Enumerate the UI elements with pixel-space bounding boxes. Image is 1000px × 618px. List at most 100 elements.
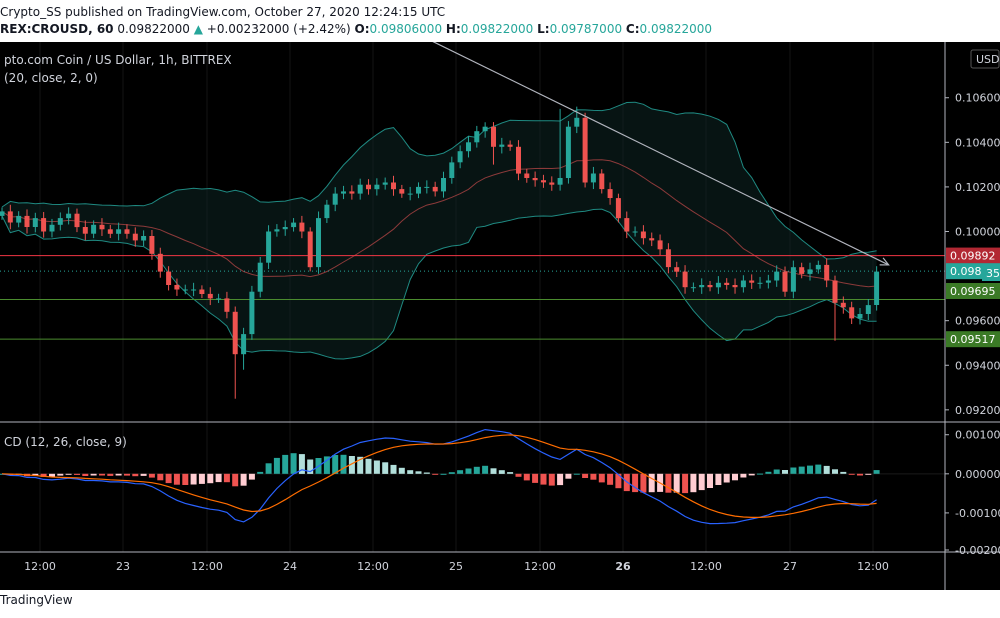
candle: [574, 106, 580, 134]
currency-button[interactable]: [970, 49, 1000, 69]
macd-histogram-bar: [848, 473, 855, 475]
x-tick-label: 24: [283, 560, 297, 573]
macd-histogram-bar: [82, 473, 89, 476]
candle: [41, 211, 47, 238]
macd-histogram-bar: [115, 473, 122, 476]
candle: [349, 185, 355, 200]
symbol-label: REX:CROUSD, 60: [0, 22, 114, 36]
macd-histogram-bar: [423, 472, 430, 474]
macd-histogram-bar: [365, 458, 372, 474]
ohlc-line: REX:CROUSD, 60 0.09822000 ▲ +0.00232000 …: [0, 22, 712, 36]
macd-histogram-bar: [640, 473, 647, 493]
macd-histogram-bar: [707, 473, 713, 488]
close-label: C:: [625, 22, 640, 36]
x-tick-label: 23: [116, 560, 130, 573]
macd-histogram-bar: [298, 454, 305, 474]
candle: [99, 218, 105, 236]
macd-histogram-bar: [823, 465, 830, 474]
macd-histogram-bar: [532, 473, 539, 483]
macd-histogram-bar: [65, 473, 72, 475]
price-tag-label: 0.09517: [950, 333, 996, 346]
candle: [857, 308, 863, 325]
candle: [782, 266, 788, 297]
publish-info: Crypto_SS published on TradingView.com, …: [0, 5, 446, 19]
candle: [474, 125, 480, 148]
candle: [541, 174, 546, 188]
candle: [141, 230, 147, 246]
pane-title: pto.com Coin / US Dollar, 1h, BITTREX: [4, 53, 232, 67]
candle: [624, 211, 630, 239]
price-tag-label: 35: [986, 267, 1000, 280]
macd-histogram-bar: [715, 473, 722, 485]
candle: [324, 199, 330, 223]
candle: [640, 225, 646, 245]
x-tick-label: 12:00: [357, 560, 389, 573]
x-tick-label: 12:00: [524, 560, 556, 573]
macd-histogram-bar: [173, 473, 180, 485]
candle: [457, 145, 463, 169]
macd-histogram-bar: [407, 470, 414, 474]
candle: [116, 222, 122, 241]
macd-histogram-bar: [473, 466, 480, 474]
macd-histogram-bar: [207, 473, 214, 484]
macd-y-tick-label: 0.000000: [955, 468, 1000, 481]
macd-histogram-bar: [32, 473, 39, 476]
candle: [599, 169, 605, 194]
candle: [615, 193, 621, 223]
price-tag: [946, 283, 1000, 299]
candle: [407, 186, 413, 201]
candle: [82, 220, 88, 241]
price-change: +0.00232000 (+2.42%): [206, 22, 351, 36]
macd-histogram-bar: [682, 473, 689, 494]
macd-histogram-bar: [382, 462, 389, 474]
macd-histogram-bar: [90, 473, 97, 476]
candle: [707, 280, 713, 292]
macd-histogram-bar: [807, 465, 813, 474]
candle: [366, 179, 371, 195]
macd-histogram-bar: [99, 473, 105, 476]
macd-histogram-bar: [790, 467, 797, 474]
macd-histogram-bar: [323, 456, 330, 474]
candle: [282, 220, 288, 236]
candle: [832, 275, 838, 341]
candle: [424, 180, 430, 194]
candle: [632, 226, 638, 237]
candle: [799, 262, 805, 279]
currency-button-label[interactable]: USD: [976, 53, 1000, 66]
macd-histogram-bar: [415, 471, 422, 474]
macd-histogram-bar: [248, 473, 255, 480]
macd-histogram-bar: [390, 464, 397, 474]
candle: [232, 306, 238, 399]
macd-histogram-bar: [665, 473, 672, 493]
macd-histogram-bar: [132, 473, 139, 477]
macd-histogram-bar: [698, 473, 705, 491]
candle: [149, 229, 155, 260]
candle: [507, 140, 513, 151]
footer: TradingView: [0, 590, 1000, 618]
candle: [199, 285, 205, 299]
macd-legend: CD (12, 26, close, 9): [4, 435, 127, 449]
candle: [291, 218, 297, 232]
macd-histogram-bar: [348, 456, 355, 474]
bb-fill: [2, 102, 877, 359]
bb-legend: (20, close, 2, 0): [4, 71, 98, 85]
candle: [441, 171, 446, 198]
candle: [466, 136, 471, 158]
macd-histogram-bar: [124, 473, 130, 476]
x-tick-label: 27: [783, 560, 797, 573]
candle: [740, 275, 746, 293]
candle: [874, 266, 880, 311]
candle: [307, 227, 313, 272]
macd-histogram-bar: [832, 469, 838, 474]
macd-histogram-bar: [507, 472, 514, 474]
candle: [132, 227, 138, 247]
macd-histogram-bar: [590, 473, 597, 480]
macd-pane: [0, 428, 945, 525]
low-value: 0.09787000: [549, 22, 623, 36]
macd-histogram-bar: [782, 470, 788, 474]
high-value: 0.09822000: [460, 22, 534, 36]
